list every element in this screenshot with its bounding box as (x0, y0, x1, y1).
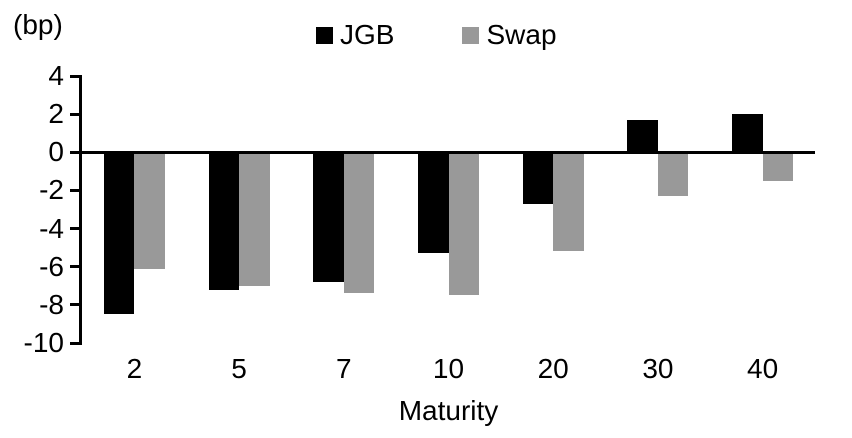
y-tick-label: -4 (39, 212, 64, 244)
x-tick-label-5: 5 (231, 353, 247, 384)
y-tick-label: -10 (23, 327, 64, 358)
legend-item-jgb: JGB (316, 21, 394, 49)
bar-swap-30 (657, 152, 689, 197)
bar-swap-2 (134, 152, 165, 269)
y-tick (70, 112, 82, 116)
y-tick (70, 74, 82, 78)
x-tick-label-40: 40 (747, 353, 779, 384)
zero-line (70, 150, 815, 154)
legend-item-swap: Swap (462, 19, 557, 50)
y-tick (70, 150, 82, 154)
y-tick-label: 4 (48, 60, 64, 91)
bar-jgb-2 (103, 152, 135, 315)
y-tick (70, 227, 82, 231)
y-tick (70, 265, 82, 269)
bar-jgb-30 (627, 119, 658, 153)
y-tick-label: -8 (39, 288, 64, 320)
bar-swap-5 (239, 152, 270, 286)
y-tick-label: 0 (48, 136, 64, 168)
bar-swap-20 (553, 152, 584, 252)
x-axis-title: Maturity (398, 395, 499, 426)
bar-jgb-10 (418, 152, 449, 254)
bar-jgb-5 (208, 152, 240, 290)
legend-label-swap: Swap (486, 19, 557, 50)
y-axis-line (79, 74, 82, 345)
x-tick-label-2: 2 (126, 353, 143, 384)
swap-swatch-icon (462, 26, 480, 44)
y-axis-unit-label: (bp) (13, 9, 63, 40)
y-tick (70, 303, 82, 307)
x-tick-label-10: 10 (432, 353, 465, 384)
y-tick (70, 341, 82, 345)
legend-label-jgb: JGB (340, 19, 395, 50)
y-tick-label: -6 (39, 250, 64, 282)
legend: JGB Swap (316, 21, 557, 49)
bar-jgb-7 (313, 152, 344, 282)
bar-swap-10 (448, 152, 479, 296)
bar-jgb-20 (522, 152, 554, 204)
y-tick (70, 188, 82, 192)
jgb-swatch-icon (316, 26, 333, 44)
x-tick-label-30: 30 (642, 353, 674, 384)
x-tick-label-7: 7 (335, 353, 352, 384)
y-tick-label: 2 (48, 98, 64, 130)
bar-swap-7 (343, 152, 375, 294)
y-tick-label: -2 (39, 174, 64, 206)
bar-swap-40 (762, 152, 794, 181)
bar-jgb-40 (732, 114, 763, 153)
x-tick-label-20: 20 (537, 353, 569, 384)
